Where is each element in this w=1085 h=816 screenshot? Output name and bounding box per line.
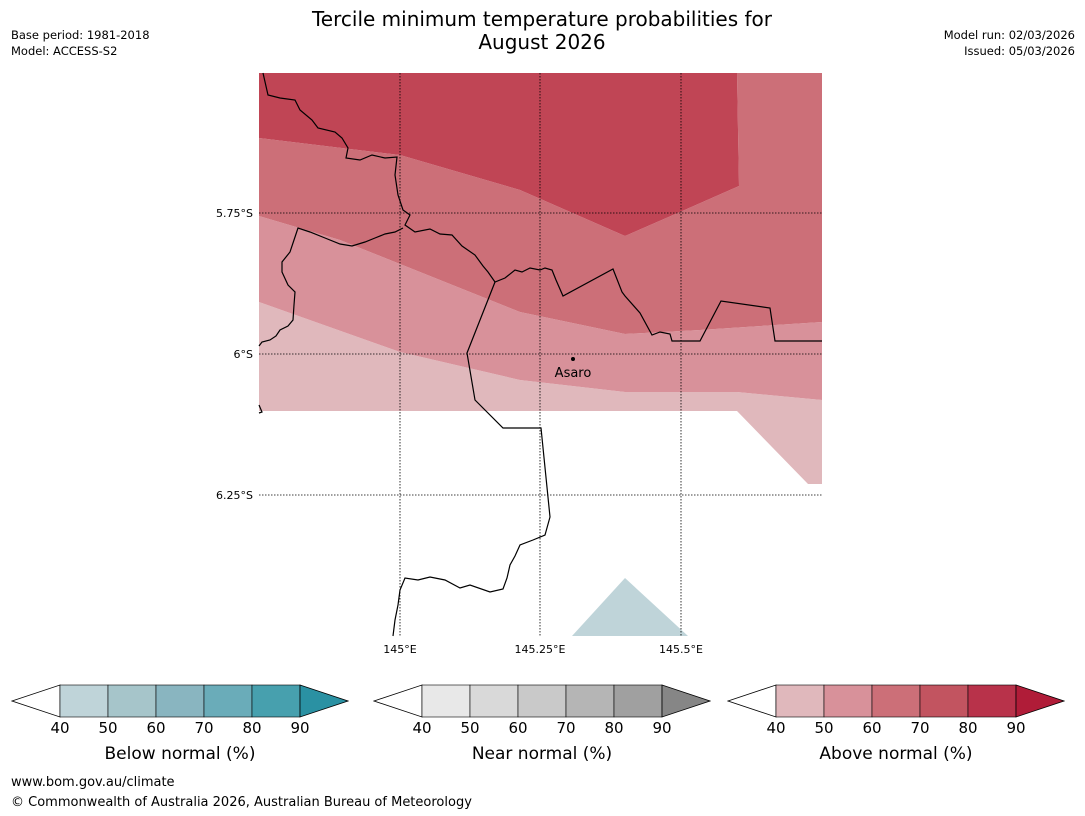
- colorbar-min-arrow: [727, 684, 777, 718]
- place-label-asaro: Asaro: [555, 366, 592, 381]
- colorbar-tick: 70: [556, 719, 576, 737]
- colorbar-tick: 50: [460, 719, 480, 737]
- colorbar-tick: 50: [98, 719, 118, 737]
- lat-label-575: 5.75°S: [216, 207, 253, 220]
- colorbar-tick: 70: [194, 719, 214, 737]
- boundaries: [258, 72, 822, 637]
- asaro-marker: [571, 357, 575, 361]
- colorbar-max-arrow: [299, 684, 349, 718]
- footer-url: www.bom.gov.au/climate: [11, 775, 175, 790]
- colorbar-block-80: [251, 684, 301, 718]
- colorbar-above-normal: [727, 684, 1065, 718]
- colorbar-block-70: [919, 684, 969, 718]
- colorbar-near-normal: [373, 684, 711, 718]
- colorbar-block-40: [421, 684, 471, 718]
- colorbar-block-50: [469, 684, 519, 718]
- legend-label-below-normal: Below normal (%): [104, 744, 256, 764]
- chart-title: Tercile minimum temperature probabilitie…: [242, 8, 842, 54]
- colorbar-min-arrow: [11, 684, 61, 718]
- legend-label-above-normal: Above normal (%): [819, 744, 973, 764]
- colorbar-block-70: [565, 684, 615, 718]
- title-line-1: Tercile minimum temperature probabilitie…: [311, 7, 773, 31]
- colorbar-tick: 60: [146, 719, 166, 737]
- colorbar-tick: 90: [290, 719, 310, 737]
- model-run: Model run: 02/03/2026: [943, 28, 1075, 42]
- map-canvas: Asaro 5.75°S 6°S 6.25°S 145°E 145.25°E 1…: [216, 72, 822, 656]
- colorbar-block-70: [203, 684, 253, 718]
- colorbar-tick: 90: [1006, 719, 1026, 737]
- colorbar-max-arrow: [1015, 684, 1065, 718]
- shade-50-60: [259, 216, 822, 400]
- model-name: Model: ACCESS-S2: [11, 44, 118, 58]
- shade-below-40-50: [572, 578, 688, 636]
- shade-40-50: [259, 302, 822, 484]
- lon-label-14525: 145.25°E: [515, 643, 566, 656]
- boundary-fragment: [258, 404, 263, 414]
- base-period: Base period: 1981-2018: [11, 28, 150, 42]
- colorbar-tick: 80: [604, 719, 624, 737]
- colorbar-tick: 90: [652, 719, 672, 737]
- colorbar-tick: 60: [862, 719, 882, 737]
- colorbar-tick: 40: [50, 719, 70, 737]
- colorbar-block-50: [107, 684, 157, 718]
- legend-label-near-normal: Near normal (%): [471, 744, 613, 764]
- boundary-south: [392, 281, 551, 637]
- colorbar-block-80: [967, 684, 1017, 718]
- probability-shading: [259, 73, 822, 636]
- colorbar-tick: 80: [958, 719, 978, 737]
- colorbar-block-80: [613, 684, 663, 718]
- meta-right: Model run: 02/03/2026 Issued: 05/03/2026: [944, 27, 1075, 59]
- colorbar-tick: 50: [814, 719, 834, 737]
- footer-copyright: © Commonwealth of Australia 2026, Austra…: [11, 795, 472, 810]
- colorbar-block-40: [775, 684, 825, 718]
- boundary-west: [258, 227, 404, 347]
- lon-label-14550: 145.5°E: [659, 643, 703, 656]
- colorbar-block-60: [871, 684, 921, 718]
- colorbar-min-arrow: [373, 684, 423, 718]
- lat-label-625: 6.25°S: [216, 489, 253, 502]
- colorbar-max-arrow: [661, 684, 711, 718]
- lon-label-14500: 145°E: [383, 643, 416, 656]
- issued-date: Issued: 05/03/2026: [964, 44, 1075, 58]
- colorbar-below-normal: [11, 684, 349, 718]
- shade-70-80: [259, 73, 739, 236]
- title-line-2: August 2026: [478, 30, 606, 54]
- colorbar-block-40: [59, 684, 109, 718]
- meta-left: Base period: 1981-2018 Model: ACCESS-S2: [11, 27, 150, 59]
- colorbar-tick: 40: [412, 719, 432, 737]
- lat-label-600: 6°S: [234, 348, 253, 361]
- colorbar-tick: 80: [242, 719, 262, 737]
- colorbar-block-60: [155, 684, 205, 718]
- colorbar-tick: 40: [766, 719, 786, 737]
- colorbar-tick: 60: [508, 719, 528, 737]
- boundary-north: [262, 72, 822, 342]
- graticule: [259, 73, 822, 636]
- colorbar-block-50: [823, 684, 873, 718]
- colorbar-tick: 70: [910, 719, 930, 737]
- colorbar-block-60: [517, 684, 567, 718]
